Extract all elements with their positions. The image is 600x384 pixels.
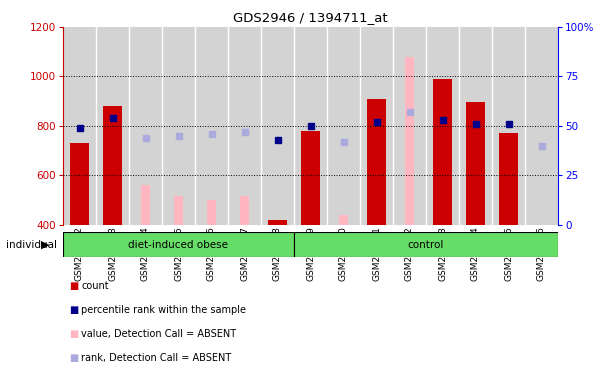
Bar — [96, 27, 129, 225]
Title: GDS2946 / 1394711_at: GDS2946 / 1394711_at — [233, 11, 388, 24]
Bar — [492, 27, 525, 225]
Text: percentile rank within the sample: percentile rank within the sample — [81, 305, 246, 315]
Bar — [195, 27, 228, 225]
Bar — [459, 27, 492, 225]
Bar — [173, 196, 184, 225]
Text: ▶: ▶ — [41, 240, 49, 250]
Bar — [228, 27, 261, 225]
Bar — [294, 232, 558, 257]
Bar — [301, 131, 320, 225]
Bar — [261, 27, 294, 225]
Text: count: count — [81, 281, 109, 291]
Bar — [206, 200, 217, 225]
Bar — [499, 133, 518, 225]
Text: rank, Detection Call = ABSENT: rank, Detection Call = ABSENT — [81, 353, 231, 362]
Bar — [268, 220, 287, 225]
Bar — [525, 27, 558, 225]
Bar — [294, 27, 327, 225]
Bar — [129, 27, 162, 225]
Text: ■: ■ — [69, 329, 78, 339]
Bar — [426, 27, 459, 225]
Bar — [70, 143, 89, 225]
Text: ■: ■ — [69, 281, 78, 291]
Bar — [466, 102, 485, 225]
Bar — [162, 27, 195, 225]
Bar — [367, 99, 386, 225]
Text: ■: ■ — [69, 353, 78, 362]
Text: ■: ■ — [69, 305, 78, 315]
Bar — [404, 56, 415, 225]
Bar — [103, 106, 122, 225]
Text: value, Detection Call = ABSENT: value, Detection Call = ABSENT — [81, 329, 236, 339]
Bar — [327, 27, 360, 225]
Bar — [140, 185, 151, 225]
Text: individual: individual — [6, 240, 57, 250]
Bar — [63, 232, 294, 257]
Bar — [239, 196, 250, 225]
Text: diet-induced obese: diet-induced obese — [128, 240, 229, 250]
Bar — [63, 27, 96, 225]
Text: control: control — [408, 240, 444, 250]
Bar — [360, 27, 393, 225]
Bar — [433, 79, 452, 225]
Bar — [338, 215, 349, 225]
Bar — [393, 27, 426, 225]
